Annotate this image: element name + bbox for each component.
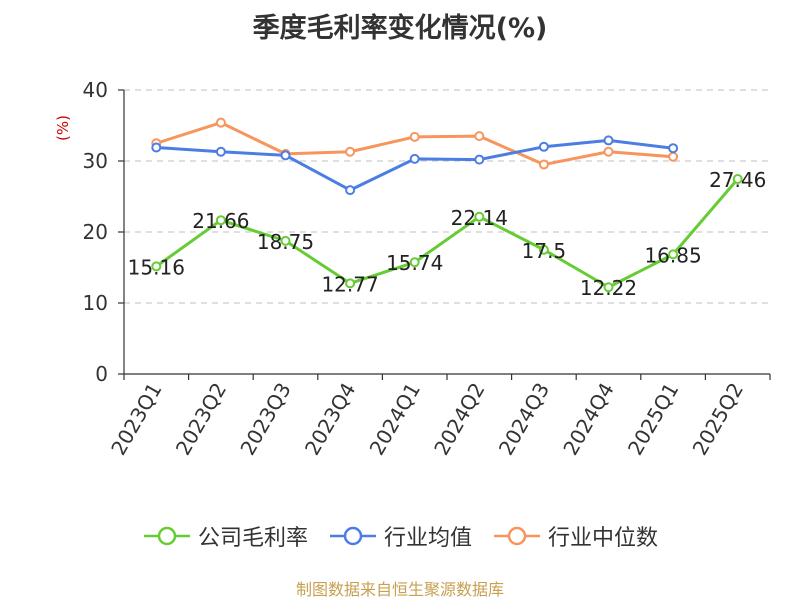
data-label: 18.75 xyxy=(257,230,314,254)
data-label: 21.66 xyxy=(192,209,249,233)
x-tick-label: 2023Q4 xyxy=(300,379,360,460)
y-tick-label: 0 xyxy=(95,362,108,386)
data-point xyxy=(345,185,356,196)
data-point xyxy=(668,151,679,162)
data-point xyxy=(603,135,614,146)
x-tick-label: 2024Q2 xyxy=(429,379,489,460)
data-point xyxy=(215,146,226,157)
data-label: 16.85 xyxy=(644,243,701,267)
x-tick-label: 2024Q3 xyxy=(494,379,554,460)
data-point xyxy=(409,257,420,268)
x-tick-label: 2024Q4 xyxy=(558,379,618,460)
data-label: 27.46 xyxy=(709,168,766,192)
y-axis-label: (%) xyxy=(54,115,72,141)
series-line xyxy=(156,138,674,192)
x-tick-label: 2025Q2 xyxy=(688,379,748,460)
data-point xyxy=(603,282,614,293)
data-label: 15.74 xyxy=(386,251,443,275)
x-tick-label: 2023Q2 xyxy=(171,379,231,460)
legend-item: 公司毛利率 xyxy=(142,520,308,552)
data-point xyxy=(474,211,485,222)
data-point xyxy=(345,146,356,157)
data-point xyxy=(732,174,743,185)
data-label: 17.5 xyxy=(522,239,567,263)
legend-label: 行业中位数 xyxy=(548,526,659,551)
data-point xyxy=(280,235,291,246)
data-point xyxy=(474,131,485,142)
data-label: 15.16 xyxy=(128,255,185,279)
legend-item: 行业中位数 xyxy=(492,520,658,552)
data-point xyxy=(409,131,420,142)
x-tick-label: 2023Q1 xyxy=(106,379,166,460)
data-point xyxy=(474,154,485,165)
y-tick-label: 30 xyxy=(83,149,108,173)
data-point xyxy=(538,141,549,152)
legend-label: 行业均值 xyxy=(383,526,472,551)
data-point xyxy=(668,249,679,260)
data-point xyxy=(345,278,356,289)
legend-marker xyxy=(494,526,540,546)
data-point xyxy=(151,142,162,153)
y-tick-label: 40 xyxy=(83,78,108,102)
data-label: 22.14 xyxy=(451,206,508,230)
y-tick-label: 20 xyxy=(83,220,108,244)
data-label: 12.22 xyxy=(580,276,637,300)
data-point xyxy=(538,159,549,170)
data-point xyxy=(409,153,420,164)
x-tick-label: 2024Q1 xyxy=(365,379,425,460)
series-line xyxy=(155,178,739,289)
legend-marker xyxy=(143,526,190,546)
data-point xyxy=(280,150,291,161)
legend-item: 行业均值 xyxy=(328,520,472,552)
data-point xyxy=(151,261,162,272)
legend: 公司毛利率 行业均值 行业中位数 xyxy=(0,520,800,552)
source-note: 制图数据来自恒生聚源数据库 xyxy=(295,580,504,599)
x-tick-label: 2023Q3 xyxy=(235,379,295,460)
legend-marker xyxy=(329,526,376,546)
x-tick-label: 2025Q1 xyxy=(623,379,683,460)
y-tick-label: 10 xyxy=(83,291,108,315)
data-label: 12.77 xyxy=(321,272,378,296)
legend-label: 公司毛利率 xyxy=(197,526,308,551)
data-point xyxy=(215,117,226,128)
data-point xyxy=(668,143,679,154)
data-point xyxy=(215,215,226,226)
data-point xyxy=(603,146,614,157)
data-point xyxy=(538,244,549,255)
chart-title: 季度毛利率变化情况(%) xyxy=(252,13,548,44)
